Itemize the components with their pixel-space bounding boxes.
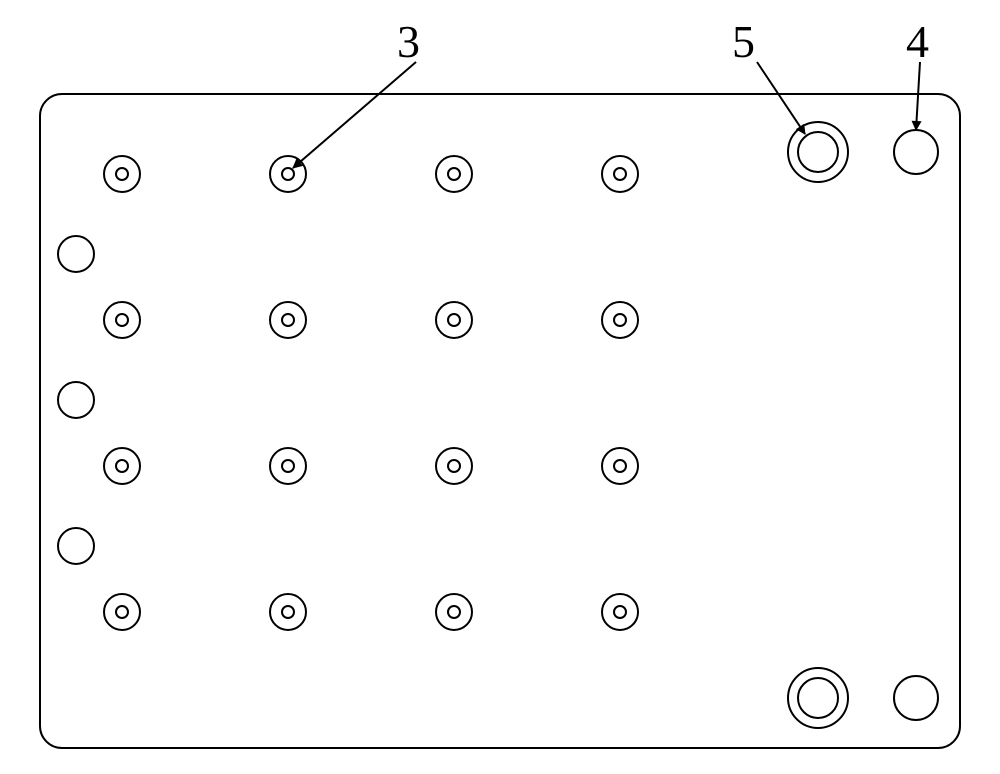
small-hole <box>602 448 638 484</box>
diagram-canvas: 3 5 4 <box>0 0 1000 774</box>
medium-hole <box>58 236 94 272</box>
double-ring <box>788 668 848 728</box>
small-hole <box>270 448 306 484</box>
plate-outline <box>40 94 960 748</box>
double-ring <box>788 122 848 182</box>
small-hole <box>602 302 638 338</box>
small-hole <box>436 448 472 484</box>
small-hole <box>436 594 472 630</box>
small-hole <box>602 594 638 630</box>
small-hole <box>270 302 306 338</box>
leader-line-3 <box>293 62 416 168</box>
small-hole <box>104 302 140 338</box>
small-hole <box>104 448 140 484</box>
small-hole <box>104 156 140 192</box>
medium-hole <box>58 528 94 564</box>
small-hole <box>104 594 140 630</box>
callout-label-5: 5 <box>732 16 755 67</box>
big-hole <box>894 130 938 174</box>
small-hole <box>602 156 638 192</box>
medium-hole <box>58 382 94 418</box>
small-hole <box>436 156 472 192</box>
leader-line-4 <box>916 62 920 130</box>
callout-label-4: 4 <box>906 16 929 67</box>
big-hole <box>894 676 938 720</box>
callout-label-3: 3 <box>397 16 420 67</box>
small-hole <box>436 302 472 338</box>
leader-line-5 <box>757 62 805 134</box>
small-hole <box>270 594 306 630</box>
